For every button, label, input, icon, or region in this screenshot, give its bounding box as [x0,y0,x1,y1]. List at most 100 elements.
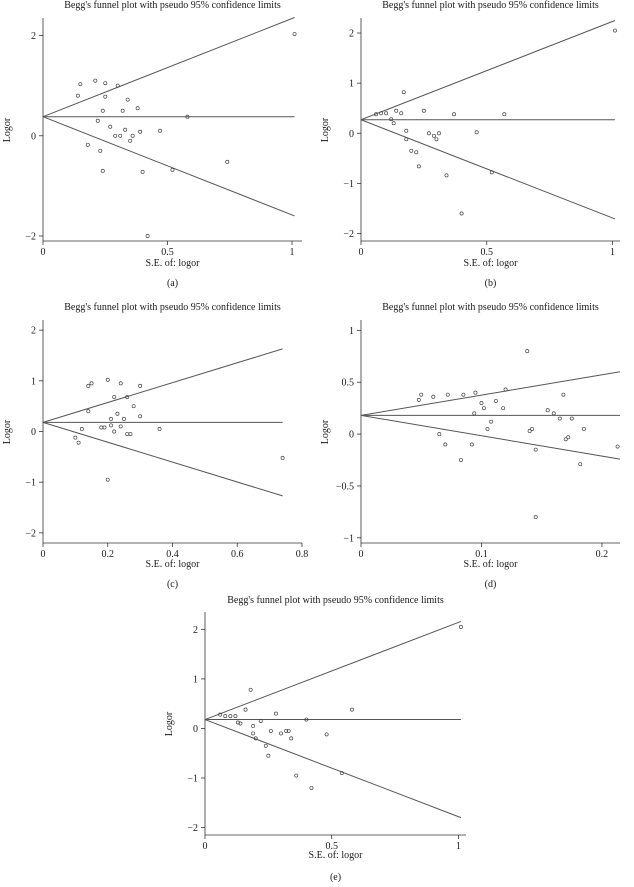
study-point [118,133,123,138]
study-point [225,159,230,164]
upper-confidence-limit [42,17,295,118]
study-point [489,419,494,424]
study-point [280,455,285,460]
y-tick-label: 0 [31,131,36,142]
y-tick-label: −2 [25,231,36,242]
study-point [458,624,463,629]
funnel-plot-a: Begg's funnel plot with pseudo 95% confi… [2,0,302,289]
y-tick-label: 2 [349,29,354,40]
study-point [445,392,450,397]
x-axis-label: S.E. of: logor [464,559,519,570]
x-axis-label: S.E. of: logor [464,258,519,269]
y-tick-label: 0 [349,129,354,140]
study-point [125,432,130,436]
study-point [485,426,490,431]
study-point [131,404,136,409]
study-point [100,108,105,113]
study-point [443,442,448,447]
study-point [121,416,126,421]
funnel-plot-e: Begg's funnel plot with pseudo 95% confi… [164,595,466,883]
study-point [251,731,256,736]
x-tick-label: 0 [41,247,46,258]
y-axis-label: Logor [2,419,13,444]
study-point [459,211,464,216]
x-tick-label: 0.1 [475,549,488,560]
chart-title: Begg's funnel plot with pseudo 95% confi… [64,302,281,313]
lower-confidence-limit [42,116,295,217]
study-point [391,121,396,126]
x-axis-label: S.E. of: logor [146,559,201,570]
study-point [98,148,103,153]
y-tick-label: 0 [193,724,198,735]
study-point [561,392,566,397]
study-point [551,411,556,416]
study-point [530,426,535,431]
study-point [533,515,538,520]
x-tick-label: 0 [359,549,364,560]
study-point [533,447,538,452]
study-point [566,435,571,440]
study-point [223,714,228,719]
study-point [113,133,118,138]
study-point [228,714,233,719]
x-tick-label: 1 [610,247,615,258]
study-point [253,736,258,741]
funnel-plot-c: Begg's funnel plot with pseudo 95% confi… [2,302,308,590]
panel-label: (d) [485,579,497,590]
study-point [434,137,439,142]
panel-label: (e) [330,872,341,883]
study-point [105,377,110,382]
chart-title: Begg's funnel plot with pseudo 95% confi… [227,595,444,606]
study-point [243,707,248,712]
study-point [493,398,498,403]
study-point [399,111,404,116]
y-tick-label: 2 [193,625,198,636]
x-tick-label: 0.5 [325,841,338,852]
study-point [284,728,289,733]
y-tick-label: 1 [193,674,198,685]
y-tick-label: 1 [349,79,354,90]
study-point [120,108,125,113]
study-point [557,416,562,421]
chart-title: Begg's funnel plot with pseudo 95% confi… [382,302,599,313]
study-point [115,83,120,88]
study-point [103,81,108,86]
study-point [233,714,238,719]
study-point [145,234,150,238]
study-point [266,753,271,758]
x-axis-label: S.E. of: logor [309,850,364,861]
y-tick-label: −2 [343,229,354,240]
study-point [444,173,449,178]
x-tick-label: 1 [456,841,461,852]
study-point [279,731,283,736]
y-tick-label: 1 [31,376,36,387]
x-tick-label: 0.2 [596,549,609,560]
study-point [431,394,436,399]
study-point [286,728,291,733]
lower-confidence-limit [42,421,283,497]
study-point [472,411,477,416]
x-tick-label: 1 [290,247,295,258]
study-point [79,427,84,431]
study-point [76,440,81,445]
study-point [489,170,494,175]
upper-confidence-limit [204,620,462,721]
chart-title: Begg's funnel plot with pseudo 95% confi… [64,0,281,11]
study-point [527,429,532,433]
study-point [379,111,384,116]
study-point [501,406,506,411]
study-point [99,425,104,430]
study-point [578,462,583,467]
study-point [421,108,426,113]
study-point [86,409,91,414]
study-point [102,425,107,430]
study-point [138,414,143,419]
study-point [545,408,550,413]
study-point [473,390,478,395]
study-point [185,114,190,119]
study-point [115,411,120,416]
study-point [248,687,253,692]
study-point [503,387,508,392]
lower-confidence-limit [360,414,621,460]
